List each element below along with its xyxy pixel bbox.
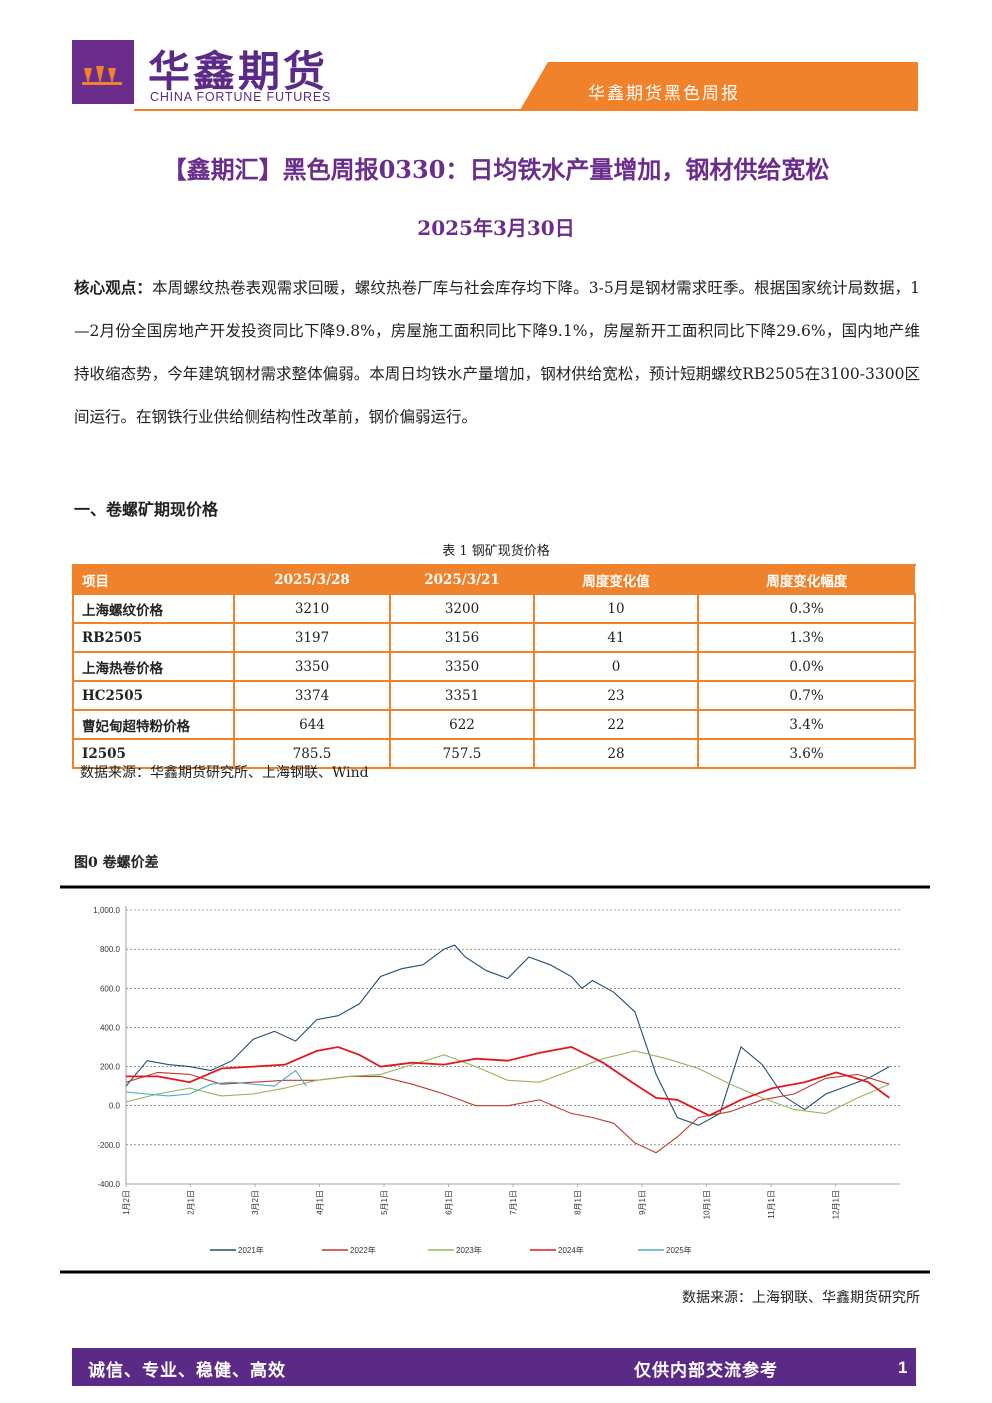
legend-label: 2022年 [350,1245,376,1255]
footer-slogan: 诚信、专业、稳健、高效 [88,1361,286,1381]
series-line-2023年 [125,1050,890,1115]
table-cell: 3374 [233,680,391,711]
table-cell: 上海热卷价格 [72,651,235,682]
table-row: 上海热卷价格 3350 3350 0 0.0% [72,651,916,682]
document-date: 2025年3月30日 [417,216,575,240]
table-row: RB2505 3197 3156 41 1.3% [72,622,916,653]
table-cell: 3350 [233,651,391,682]
table-caption: 表 1 钢矿现货价格 [442,544,550,559]
table-cell: 0.0% [697,651,916,682]
table-source: 数据来源：华鑫期货研究所、上海钢联、Wind [80,765,369,781]
company-logo-icon [72,40,134,104]
section-heading: 一、卷螺矿期现价格 [74,500,219,519]
company-name-en: CHINA FORTUNE FUTURES [150,90,332,104]
table-cell: 0.3% [697,593,916,624]
table-row: I2505 785.5 757.5 28 3.6% [72,738,916,769]
x-tick-label: 3月2日 [251,1190,260,1215]
table-cell: 644 [233,709,391,740]
y-tick-label: 800.0 [100,945,121,954]
series-line-2025年 [125,1069,307,1097]
header-cell: 2025/3/21 [389,564,535,595]
table-cell: 3197 [233,622,391,653]
report-series-name: 华鑫期货黑色周报 [588,84,740,104]
x-tick-label: 2月1日 [187,1190,196,1215]
chart-source: 数据来源：上海钢联、华鑫期货研究所 [682,1290,920,1306]
header-cell: 2025/3/28 [233,564,391,595]
x-tick-label: 7月1日 [509,1190,518,1215]
core-view-label: 核心观点： [74,278,152,297]
table-cell: 785.5 [233,738,391,769]
y-tick-label: 1,000.0 [93,906,120,915]
table-cell: 3156 [389,622,535,653]
page-number: 1 [898,1358,908,1377]
x-tick-label: 9月1日 [638,1190,647,1215]
core-view-paragraph: 核心观点：本周螺纹热卷表观需求回暖，螺纹热卷厂库与社会库存均下降。3-5月是钢材… [74,266,920,439]
table-cell: HC2505 [72,680,235,711]
document-title: 【鑫期汇】黑色周报0330：日均铁水产量增加，钢材供给宽松 [162,155,830,184]
series-line-2021年 [125,944,890,1126]
y-tick-label: -400.0 [97,1180,120,1189]
table-cell: 0 [533,651,699,682]
table-row: HC2505 3374 3351 23 0.7% [72,680,916,711]
table-cell: 622 [389,709,535,740]
series-line-2022年 [125,1071,890,1154]
y-tick-label: 600.0 [100,984,121,993]
x-tick-label: 8月1日 [574,1190,583,1215]
table-cell: RB2505 [72,622,235,653]
table-cell: 3.6% [697,738,916,769]
y-tick-label: 400.0 [100,1023,121,1032]
table-cell: 757.5 [389,738,535,769]
legend-label: 2025年 [666,1245,692,1255]
table-cell: 28 [533,738,699,769]
table-cell: 3350 [389,651,535,682]
table-cell: 上海螺纹价格 [72,593,235,624]
y-tick-label: 0.0 [109,1102,121,1111]
table-cell: 曹妃甸超特粉价格 [72,709,235,740]
table-row: 曹妃甸超特粉价格 644 622 22 3.4% [72,709,916,740]
x-tick-label: 12月1日 [832,1190,841,1219]
figure-title: 图0 卷螺价差 [74,855,159,871]
core-view-text: 本周螺纹热卷表观需求回暖，螺纹热卷厂库与社会库存均下降。3-5月是钢材需求旺季。… [74,279,920,426]
footer-notice: 仅供内部交流参考 [634,1361,778,1381]
table-cell: 23 [533,680,699,711]
table-header-row: 项目 2025/3/28 2025/3/21 周度变化值 周度变化幅度 [72,564,916,595]
header-orange-band [520,62,918,110]
y-tick-label: -200.0 [97,1141,120,1150]
y-tick-label: 200.0 [100,1063,121,1072]
table-cell: 3351 [389,680,535,711]
header-cell: 周度变化幅度 [697,564,916,595]
table-cell: 3210 [233,593,391,624]
series-line-2024年 [126,1046,890,1117]
table-cell: 22 [533,709,699,740]
x-tick-label: 1月2日 [122,1190,131,1215]
x-tick-label: 4月1日 [316,1190,325,1215]
x-tick-label: 5月1日 [380,1190,389,1215]
header-banner [134,62,918,111]
price-table: 项目 2025/3/28 2025/3/21 周度变化值 周度变化幅度 上海螺纹… [72,564,916,769]
legend-label: 2021年 [238,1245,264,1255]
spread-line-chart: 1,000.0 800.0 600.0 400.0 200.0 0.0 -200.0 -400… [60,885,930,1274]
legend-label: 2024年 [558,1245,584,1255]
x-tick-label: 6月1日 [445,1190,454,1215]
table-cell: 3.4% [697,709,916,740]
table-row: 上海螺纹价格 3210 3200 10 0.3% [72,593,916,624]
table-cell: I2505 [72,738,235,769]
table-cell: 3200 [389,593,535,624]
table-cell: 10 [533,593,699,624]
header-cell: 项目 [72,564,235,595]
legend-label: 2023年 [456,1245,482,1255]
x-tick-label: 10月1日 [703,1190,712,1219]
table-cell: 0.7% [697,680,916,711]
footer-bar [72,1348,916,1386]
table-cell: 1.3% [697,622,916,653]
company-name-cn: 华鑫期货 [148,47,329,96]
header-cell: 周度变化值 [533,564,699,595]
table-cell: 41 [533,622,699,653]
x-tick-label: 11月1日 [767,1190,776,1219]
